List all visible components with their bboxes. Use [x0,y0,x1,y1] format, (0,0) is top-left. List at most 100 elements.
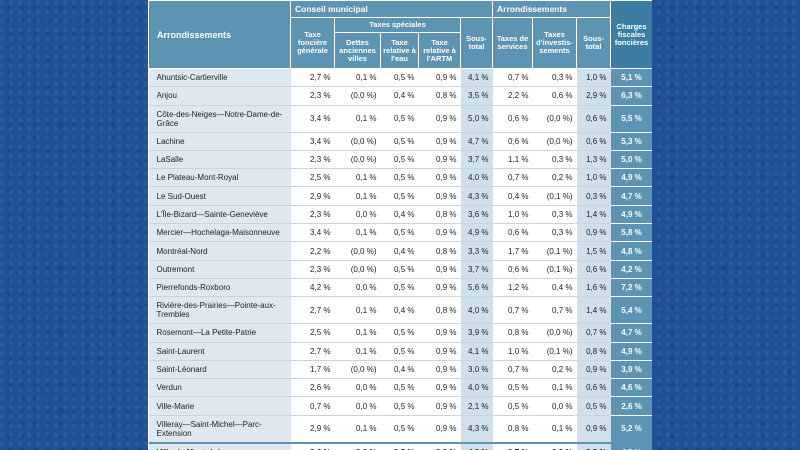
taxe-eau-header: Taxe relative à l'eau [380,32,419,69]
taxes-investissements-cell: (0,1 %) [532,342,577,361]
taxe-eau-cell: 0,5 % [380,68,419,88]
charges-fiscales-cell: 4,7 % [610,186,652,206]
taxe-fonciere-cell: 2,3 % [290,86,335,106]
arrondissement-name: Outremont [148,260,291,279]
sous-total-cell: 4,1 % [460,68,493,88]
taxes-services-cell: 1,0 % [492,205,533,225]
taxe-fonciere-cell: 4,2 % [290,278,335,298]
taxe-artm-cell: 0,9 % [418,342,461,361]
sous-total-arr-cell: 1,3 % [576,150,611,170]
conseil-municipal-header: Conseil municipal [289,0,494,18]
arrondissement-label: Mercier—Hochelaga-Maisonneuve [156,228,280,238]
arrondissement-label: L'Île-Bizard—Sainte-Geneviève [156,209,268,219]
taxe-eau-cell: 0,5 % [380,260,419,279]
taxes-services-cell: 0,8 % [492,323,533,343]
charges-fiscales-cell: 4,9 % [610,205,652,225]
taxe-eau-cell: 0,4 % [380,205,419,225]
table-row: Pierrefonds-Roxboro 4,2 % 0,0 % 0,5 % 0,9 % 5… [148,278,652,298]
table-row: Rosemont—La Petite-Patrie 2,5 % 0,1 % 0,5 %… [148,323,652,343]
arrondissement-label: LaSalle [156,155,184,165]
taxes-services-cell: 1,2 % [492,278,533,298]
charges-fiscales-header: Charges fiscales foncières [610,0,652,69]
taxe-fonciere-cell: 2,7 % [290,296,335,325]
sous-total-cell: 3,6 % [460,205,493,225]
charges-fiscales-cell: 5,4 % [610,296,652,325]
taxe-eau-cell: 0,5 % [380,378,419,398]
arrondissement-name: Rivière-des-Prairies—Pointe-aux-Trembles [148,296,291,325]
taxes-services-cell: 2,2 % [492,86,533,106]
arrondissement-name: Saint-Léonard [148,360,291,380]
taxes-services-cell: 0,6 % [492,260,533,279]
taxes-investissements-cell: 0,6 % [532,86,577,106]
taxes-investissements-cell: 0,7 % [532,296,577,325]
sous-total-arr-cell: 1,6 % [576,278,611,298]
dettes-cell: 0,1 % [334,168,381,188]
table-row: Mercier—Hochelaga-Maisonneuve 3,4 % 0,1 % 0… [148,223,652,243]
arrondissement-name: Pierrefonds-Roxboro [148,278,291,298]
taxe-artm-cell: 0,8 % [418,296,461,325]
taxe-artm-cell: 0,9 % [418,360,461,380]
charges-fiscales-cell: 7,2 % [610,278,652,298]
taxes-services-cell: 0,7 % [492,168,533,188]
taxes-services-cell: 1,1 % [492,150,533,170]
taxe-artm-cell: 0,9 % [418,378,461,398]
taxe-artm-cell: 0,9 % [418,132,461,151]
taxe-eau-cell: 0,5 % [380,150,419,170]
taxe-artm-cell: 0,9 % [418,223,461,243]
dettes-cell: (0,0 %) [334,132,381,151]
sous-total-arr-cell: 0,6 % [576,132,611,151]
taxe-eau-cell: 0,5 % [380,278,419,298]
taxes-services-cell: 0,7 % [492,296,533,325]
table-row: Anjou 2,3 % (0,0 %) 0,4 % 0,8 % 3,5 % 2,2 % 0,6… [148,86,652,106]
taxe-eau-cell: 0,4 % [380,86,419,106]
taxe-artm-cell: 0,9 % [418,150,461,170]
sous-total-arr-cell: 0,6 % [576,378,611,398]
tax-table-document: Arrondissements Conseil municipal Arrond… [148,0,652,450]
sous-total-cell: 3,5 % [460,86,493,106]
arrondissement-name: Mercier—Hochelaga-Maisonneuve [148,223,291,243]
taxe-artm-cell: 0,8 % [418,241,461,261]
table-row: Côte-des-Neiges—Notre-Dame-de-Grâce 3,4 %… [148,105,652,133]
arrondissement-label: Ahuntsic-Cartierville [156,73,228,83]
sous-total-arr-cell: 1,4 % [576,296,611,325]
taxe-fonciere-cell: 3,4 % [290,132,335,151]
taxe-artm-cell: 0,9 % [418,186,461,206]
sous-total-cell: 3,0 % [460,360,493,380]
arrondissement-name: Montréal-Nord [148,241,291,261]
sous-total-arr-cell: 0,9 % [576,441,611,450]
taxe-eau-cell: 0,5 % [380,186,419,206]
charges-fiscales-cell: 2,6 % [610,396,652,416]
taxes-services-cell: 0,5 % [492,378,533,398]
taxe-fonciere-cell: 0,7 % [290,396,335,416]
taxe-eau-cell: 0,5 % [380,168,419,188]
charges-fiscales-cell: 4,6 % [610,378,652,398]
dettes-cell: 0,1 % [334,223,381,243]
taxes-services-cell: 1,0 % [492,342,533,361]
table-row: Verdun 2,6 % 0,0 % 0,5 % 0,9 % 4,0 % 0,5 % 0,1 … [148,378,652,398]
taxe-artm-cell: 0,8 % [418,86,461,106]
table-row: Saint-Léonard 1,7 % (0,0 %) 0,4 % 0,9 % 3,0 %… [148,360,652,380]
table-row: Le Sud-Ouest 2,9 % 0,1 % 0,5 % 0,9 % 4,3 % 0,4… [148,186,652,206]
taxe-eau-cell: 0,5 % [380,132,419,151]
arrondissement-name: Ville de Montréal [148,441,291,450]
arrondissement-name: Ville-Marie [148,396,291,416]
arrondissement-label: Côte-des-Neiges—Notre-Dame-de-Grâce [156,109,283,128]
taxes-investissements-cell: 0,0 % [532,396,577,416]
taxes-services-cell: 0,7 % [492,68,533,88]
sous-total-cell: 3,3 % [460,241,493,261]
taxe-eau-cell: 0,4 % [380,360,419,380]
taxe-fonciere-cell: 2,2 % [290,241,335,261]
taxes-investissements-header: Taxes d'investis-sements [532,17,578,69]
arrondissements-group-header: Arrondissements [492,0,612,18]
sous-total-cell: 4,1 % [460,342,493,361]
charges-fiscales-cell: 6,3 % [610,86,652,106]
taxes-services-cell: 0,8 % [492,415,533,444]
sous-total-cell: 4,3 % [460,415,493,444]
sous-total-cell: 5,0 % [460,105,493,133]
charges-fiscales-cell: 5,8 % [610,223,652,243]
sous-total-cell: 4,3 % [460,186,493,206]
charges-fiscales-cell: 5,3 % [610,132,652,151]
charges-fiscales-cell: 5,0 % [610,150,652,170]
taxes-investissements-cell: (0,1 %) [532,260,577,279]
dettes-cell: 0,0 % [334,278,381,298]
